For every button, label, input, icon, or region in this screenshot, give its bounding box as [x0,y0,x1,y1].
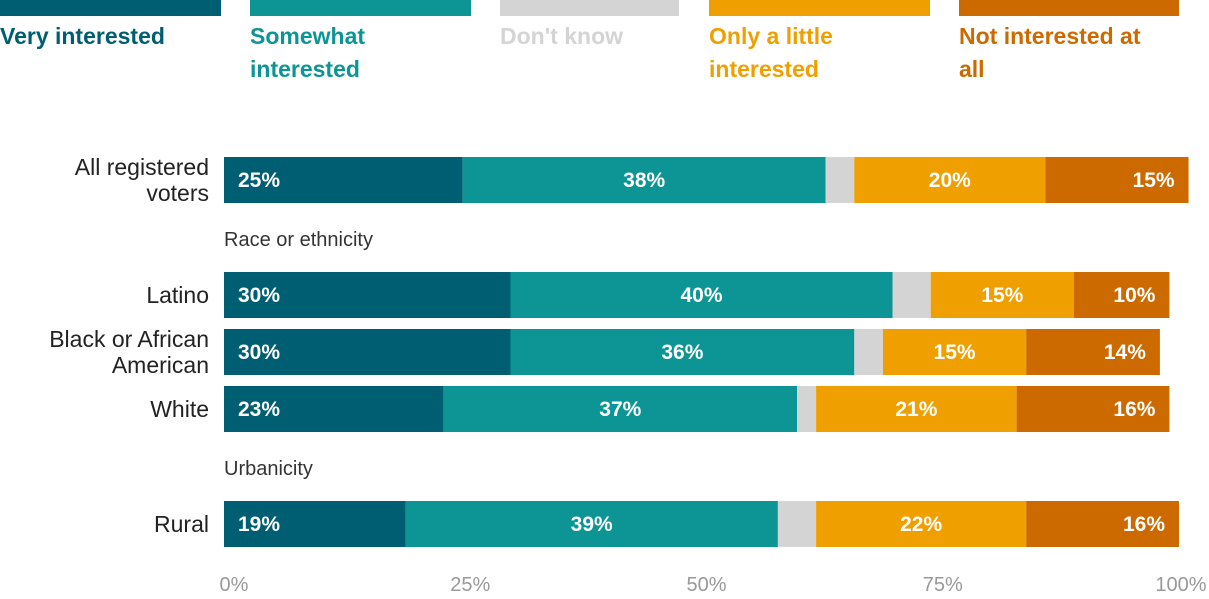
legend-item: Not interested at all [959,0,1179,86]
legend-label: Somewhat interested [250,20,471,86]
row-label-line: Latino [146,282,209,308]
x-tick-label: 100% [1155,574,1207,596]
bar-segment [224,501,406,547]
row-label-line: Black or African [49,326,209,352]
legend-label-line: Don't know [500,23,624,49]
legend-label-line: interested [250,56,360,82]
bar-segment [405,501,778,547]
data-label: 39% [571,513,613,536]
bar-segment [1045,157,1189,203]
row-label: Black or African American [0,326,209,378]
data-label: 15% [934,341,976,364]
group-label-race: Race or ethnicity [224,229,373,251]
data-label: 21% [895,398,937,421]
x-tick-label: 25% [450,574,491,596]
legend-label: Not interested at all [959,20,1179,86]
legend-label-line: Somewhat [250,23,366,49]
data-label: 38% [623,169,665,192]
row-label: White [0,396,209,422]
legend-item: Very interested [0,0,221,53]
bar-segment [816,501,1027,547]
bar-segment [854,329,883,375]
row-label: Rural [0,511,209,537]
legend-item: Only a little interested [709,0,930,86]
group-label-urbanicity: Urbanicity [224,458,313,480]
data-label: 25% [238,169,280,192]
legend-swatch [500,0,679,16]
bar-segment [443,386,797,432]
bar-segment [1016,386,1170,432]
row-label: All registered voters [0,154,209,206]
bar-segment [224,386,444,432]
data-label: 37% [599,398,641,421]
row-label: Latino [0,282,209,308]
bar-segment [882,329,1027,375]
row-label-line: All registered [74,154,209,180]
legend-item: Somewhat interested [250,0,471,86]
data-label: 22% [900,513,942,536]
legend-swatch [959,0,1179,16]
x-tick-label: 50% [686,574,727,596]
bar-segment [224,272,511,318]
bar-segment [892,272,931,318]
legend-swatch [250,0,471,16]
bar-segment [224,329,511,375]
data-label: 20% [929,169,971,192]
data-label: 23% [238,398,280,421]
data-label: 14% [1104,341,1146,364]
data-label: 15% [1133,169,1175,192]
bar-segment [854,157,1046,203]
data-label: 10% [1113,284,1155,307]
legend-label: Very interested [0,20,221,53]
row-label-line: voters [146,180,209,206]
data-label: 19% [238,513,280,536]
data-label: 16% [1113,398,1155,421]
data-label: 30% [238,341,280,364]
bar-segment [930,272,1074,318]
bar-segment [816,386,1017,432]
row-label-line: American [111,352,209,378]
bar-segment [1026,329,1160,375]
bar-segment [462,157,826,203]
data-label: 36% [661,341,703,364]
legend-label-line: Only a little [709,23,833,49]
x-tick-label: 75% [922,574,963,596]
legend-label-line: all [959,56,985,82]
bar-segment [777,501,817,547]
legend-swatch [709,0,930,16]
row-label-line: Rural [154,511,209,537]
legend-label: Only a little interested [709,20,930,86]
legend-swatch [0,0,221,16]
bar-segment [510,329,855,375]
bar-segment [1026,501,1179,547]
bar-segment [224,157,463,203]
data-label: 16% [1123,513,1165,536]
bar-segment [510,272,893,318]
data-label: 40% [680,284,722,307]
legend-label-line: Not interested at [959,23,1141,49]
legend-label-line: interested [709,56,819,82]
legend-label-line: Very interested [0,23,165,49]
x-tick-label: 0% [219,574,249,596]
bar-segment [1073,272,1170,318]
legend-item: Don't know [500,0,679,53]
data-label: 15% [981,284,1023,307]
legend-label: Don't know [500,20,679,53]
bar-segment [797,386,817,432]
data-label: 30% [238,284,280,307]
bar-segment [825,157,855,203]
row-label-line: White [150,396,209,422]
